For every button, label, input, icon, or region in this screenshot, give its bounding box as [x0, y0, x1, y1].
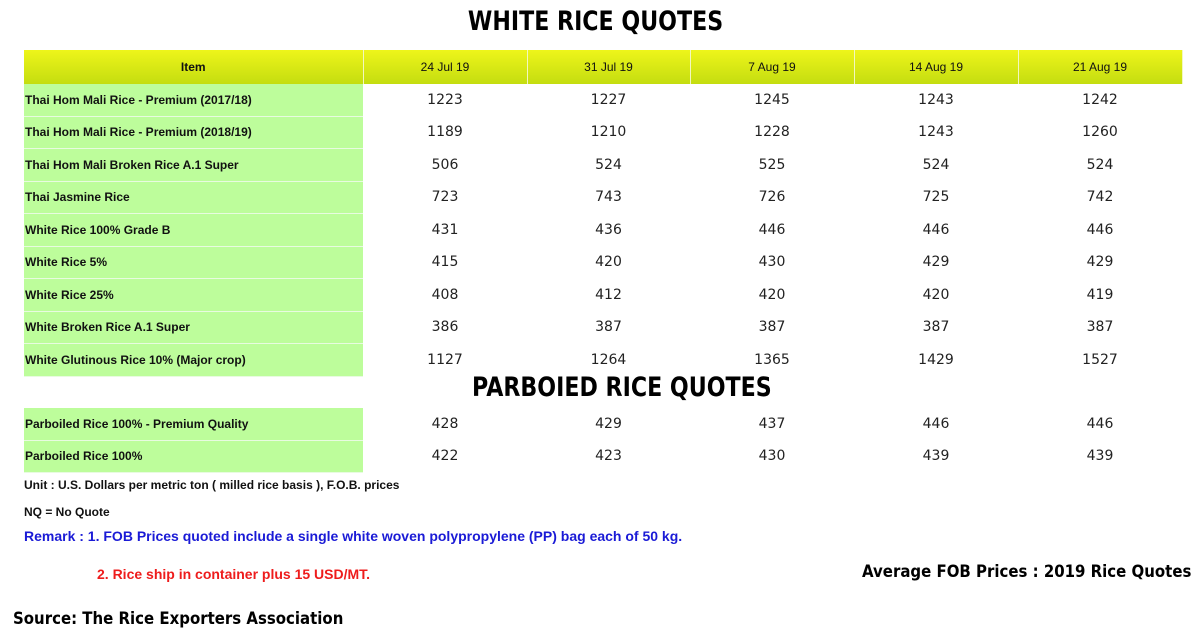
price-cell: 430	[758, 448, 786, 465]
average-caption: Average FOB Prices : 2019 Rice Quotes	[862, 562, 1192, 582]
table-row: White Broken Rice A.1 Super 386 387 387 387 3…	[24, 311, 1182, 344]
item-name: Thai Hom Mali Broken Rice A.1 Super	[24, 148, 363, 182]
column-header-date: 24 Jul 19	[363, 50, 528, 84]
parboiled-rice-title: PARBOIED RICE QUOTES	[472, 372, 772, 403]
remark-1: Remark : 1. FOB Prices quoted include a …	[24, 528, 683, 544]
price-cell: 1242	[1082, 92, 1118, 108]
parboiled-rice-table: Parboiled Rice 100% - Premium Quality 428…	[24, 408, 1182, 473]
item-name: White Glutinous Rice 10% (Major crop)	[24, 343, 363, 377]
price-cell: 446	[758, 221, 786, 238]
table-row: Thai Hom Mali Broken Rice A.1 Super 506 52…	[24, 148, 1182, 182]
price-cell: 412	[595, 286, 622, 303]
price-cell: 446	[922, 221, 950, 238]
column-header-date: 7 Aug 19	[690, 50, 855, 84]
price-cell: 1223	[427, 92, 463, 108]
item-name: Parboiled Rice 100%	[24, 440, 363, 473]
item-name: White Rice 100% Grade B	[24, 213, 363, 247]
price-cell: 1243	[918, 92, 954, 108]
price-cell: 420	[595, 254, 622, 271]
item-name: Thai Jasmine Rice	[24, 181, 363, 214]
price-cell: 387	[1086, 319, 1114, 336]
price-cell: 1429	[918, 351, 954, 368]
price-cell: 1260	[1082, 124, 1118, 141]
price-cell: 1527	[1082, 351, 1118, 368]
price-cell: 506	[431, 156, 459, 173]
price-cell: 446	[1086, 221, 1114, 238]
price-cell: 1264	[590, 351, 627, 368]
column-header-date: 31 Jul 19	[527, 50, 691, 84]
price-cell: 439	[922, 448, 950, 465]
price-cell: 446	[922, 416, 950, 432]
item-name: Thai Hom Mali Rice - Premium (2017/18)	[24, 84, 363, 117]
price-cell: 1210	[590, 124, 627, 141]
price-cell: 422	[431, 448, 459, 465]
price-cell: 420	[758, 286, 786, 303]
price-cell: 743	[595, 189, 622, 206]
column-header-date: 14 Aug 19	[854, 50, 1019, 84]
price-cell: 429	[595, 416, 622, 432]
source-caption: Source: The Rice Exporters Association	[13, 609, 344, 629]
price-cell: 742	[1086, 189, 1114, 206]
price-cell: 387	[758, 319, 786, 336]
price-cell: 415	[431, 254, 459, 271]
price-cell: 386	[431, 319, 459, 336]
price-cell: 429	[922, 254, 950, 271]
table-row: White Glutinous Rice 10% (Major crop) 112…	[24, 343, 1182, 377]
price-cell: 1227	[590, 92, 627, 108]
price-cell: 1245	[754, 92, 790, 108]
header-row: Item 24 Jul 19 31 Jul 19 7 Aug 19 14 Aug…	[24, 50, 1183, 84]
table-row: White Rice 25% 408 412 420 420 419	[24, 278, 1182, 312]
price-cell: 723	[431, 189, 459, 206]
remark-2: 2. Rice ship in container plus 15 USD/MT…	[97, 566, 371, 582]
table-row: White Rice 5% 415 420 430 429 429	[24, 246, 1182, 279]
item-name: White Broken Rice A.1 Super	[24, 311, 363, 344]
price-cell: 524	[1086, 156, 1114, 173]
price-cell: 437	[758, 416, 786, 432]
price-cell: 387	[922, 319, 950, 336]
table-row: White Rice 100% Grade B 431 436 446 446 446	[24, 213, 1182, 247]
price-cell: 439	[1086, 448, 1114, 465]
price-cell: 1365	[754, 351, 790, 368]
table-row: Thai Hom Mali Rice - Premium (2017/18) 12…	[24, 84, 1182, 117]
price-cell: 387	[595, 319, 622, 336]
price-cell: 524	[922, 156, 950, 173]
price-cell: 1127	[427, 351, 463, 368]
price-cell: 1189	[427, 124, 463, 141]
price-cell: 436	[595, 221, 622, 238]
unit-note: Unit : U.S. Dollars per metric ton ( mil…	[24, 478, 400, 492]
item-name: Thai Hom Mali Rice - Premium (2018/19)	[24, 116, 363, 149]
item-name: Parboiled Rice 100% - Premium Quality	[24, 408, 363, 441]
price-cell: 726	[758, 189, 786, 206]
nq-note: NQ = No Quote	[24, 505, 110, 519]
price-cell: 446	[1086, 416, 1114, 432]
price-cell: 423	[595, 448, 622, 465]
price-cell: 430	[758, 254, 786, 271]
column-header-item: Item	[24, 50, 364, 84]
price-cell: 419	[1086, 286, 1114, 303]
price-cell: 725	[922, 189, 950, 206]
table-row: Thai Hom Mali Rice - Premium (2018/19) 11…	[24, 116, 1182, 149]
price-cell: 420	[922, 286, 950, 303]
price-cell: 1228	[754, 124, 790, 141]
price-cell: 525	[758, 156, 786, 173]
price-cell: 1243	[918, 124, 954, 141]
table-row: Parboiled Rice 100% - Premium Quality 428…	[24, 408, 1182, 441]
item-name: White Rice 5%	[24, 246, 363, 279]
white-rice-title: WHITE RICE QUOTES	[467, 6, 724, 37]
item-name: White Rice 25%	[24, 278, 363, 312]
price-cell: 428	[431, 416, 459, 432]
table-row: Thai Jasmine Rice 723 743 726 725 742	[24, 181, 1182, 214]
price-cell: 408	[431, 286, 459, 303]
price-cell: 429	[1086, 254, 1114, 271]
white-rice-table: Item 24 Jul 19 31 Jul 19 7 Aug 19 14 Aug…	[24, 50, 1183, 377]
price-cell: 431	[431, 221, 459, 238]
price-cell: 524	[595, 156, 622, 173]
table-row: Parboiled Rice 100% 422 423 430 439 439	[24, 440, 1182, 473]
column-header-date: 21 Aug 19	[1018, 50, 1183, 84]
